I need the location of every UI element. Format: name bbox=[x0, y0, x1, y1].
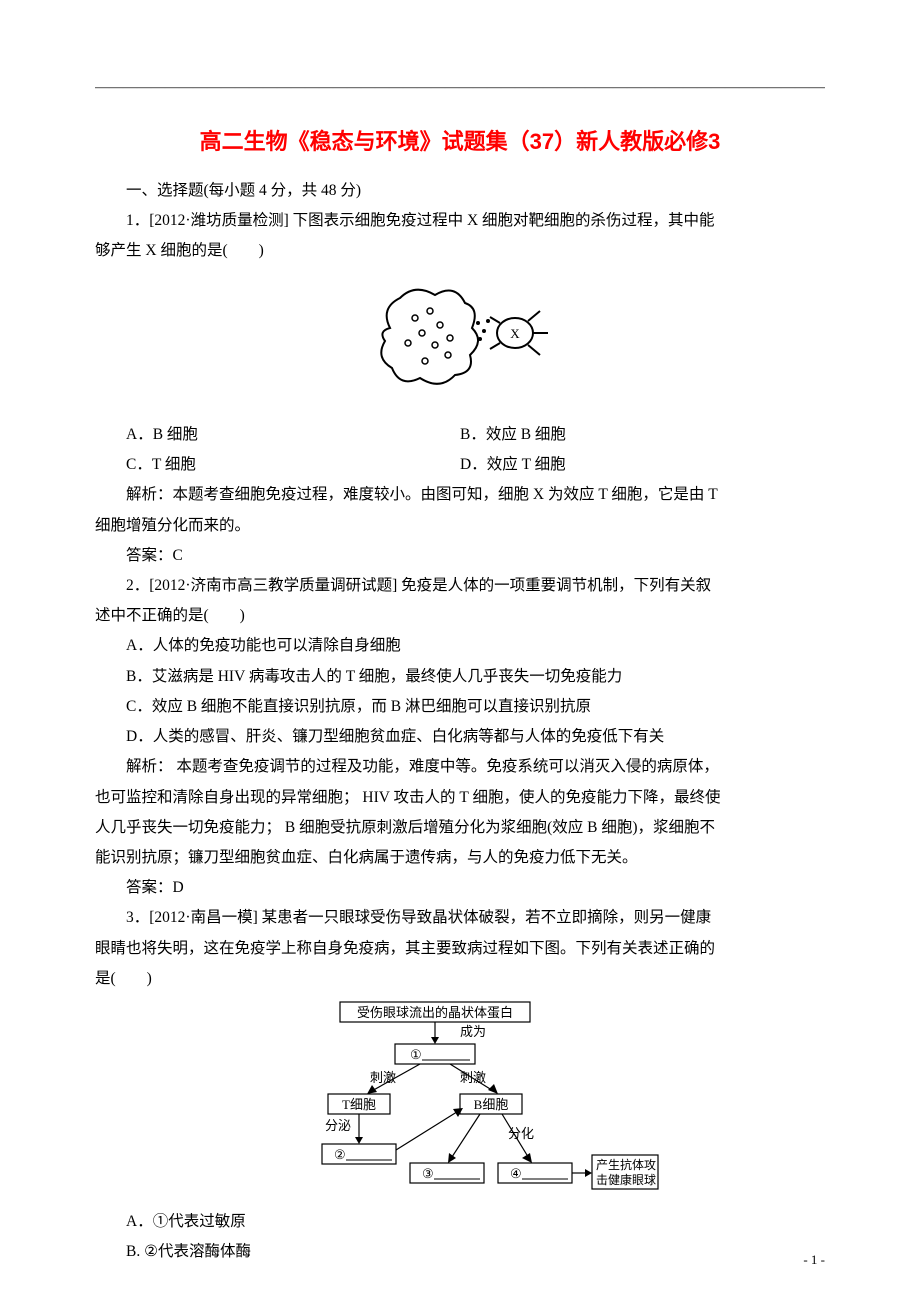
document-page: ————————————————————————————————————————… bbox=[0, 0, 920, 1308]
q2-optD: D．人类的感冒、肝炎、镰刀型细胞贫血症、白化病等都与人体的免疫低下有关 bbox=[95, 722, 825, 752]
q2-expl-a: 解析： 本题考查免疫调节的过程及功能，难度中等。免疫系统可以消灭入侵的病原体， bbox=[95, 752, 825, 782]
q2-optB: B．艾滋病是 HIV 病毒攻击人的 T 细胞，最终使人几乎丧失一切免疫能力 bbox=[95, 662, 825, 692]
q3-optB: B. ②代表溶酶体酶 bbox=[95, 1237, 825, 1267]
q1-optD: D．效应 T 细胞 bbox=[460, 450, 825, 480]
section-header: 一、选择题(每小题 4 分，共 48 分) bbox=[95, 176, 825, 206]
svg-text:分泌: 分泌 bbox=[325, 1118, 351, 1133]
cell-attack-diagram: X bbox=[360, 273, 560, 403]
q1-options-row2: C．T 细胞 D．效应 T 细胞 bbox=[95, 450, 825, 480]
q2-expl-c: 人几乎丧失一切免疫能力； B 细胞受抗原刺激后增殖分化为浆细胞(效应 B 细胞)… bbox=[95, 813, 825, 843]
q1-options-row1: A．B 细胞 B．效应 B 细胞 bbox=[95, 420, 825, 450]
q1-expl-a: 解析：本题考查细胞免疫过程，难度较小。由图可知，细胞 X 为效应 T 细胞，它是… bbox=[95, 480, 825, 510]
page-number: - 1 - bbox=[803, 1252, 825, 1268]
svg-text:受伤眼球流出的晶状体蛋白: 受伤眼球流出的晶状体蛋白 bbox=[357, 1005, 513, 1020]
q1-figure: X bbox=[95, 273, 825, 414]
page-title: 高二生物《稳态与环境》试题集（37）新人教版必修3 bbox=[95, 124, 825, 156]
q3-stem-b: 眼睛也将失明，这在免疫学上称自身免疫病，其主要致病过程如下图。下列有关表述正确的 bbox=[95, 934, 825, 964]
x-label: X bbox=[510, 326, 520, 341]
q1-stem-line2: 够产生 X 细胞的是( ) bbox=[95, 236, 825, 266]
svg-text:B细胞: B细胞 bbox=[474, 1097, 509, 1112]
q2-expl-b: 也可监控和清除自身出现的异常细胞； HIV 攻击人的 T 细胞，使人的免疫能力下… bbox=[95, 783, 825, 813]
svg-text:击健康眼球: 击健康眼球 bbox=[596, 1172, 656, 1187]
top-divider: ————————————————————————————————————————… bbox=[95, 80, 825, 96]
q2-stem-a: 2．[2012·济南市高三教学质量调研试题] 免疫是人体的一项重要调节机制，下列… bbox=[95, 571, 825, 601]
q1-stem-line1: 1．[2012·潍坊质量检测] 下图表示细胞免疫过程中 X 细胞对靶细胞的杀伤过… bbox=[95, 206, 825, 236]
q1-optB: B．效应 B 细胞 bbox=[460, 420, 825, 450]
svg-text:产生抗体攻: 产生抗体攻 bbox=[596, 1157, 656, 1172]
svg-text:分化: 分化 bbox=[508, 1126, 534, 1141]
q2-expl-d: 能识别抗原；镰刀型细胞贫血症、白化病属于遗传病，与人的免疫力低下无关。 bbox=[95, 843, 825, 873]
flowchart: 受伤眼球流出的晶状体蛋白 成为 ① 刺激 刺激 T细胞 bbox=[260, 1000, 660, 1190]
svg-text:④: ④ bbox=[510, 1166, 522, 1181]
q2-optC: C．效应 B 细胞不能直接识别抗原，而 B 淋巴细胞可以直接识别抗原 bbox=[95, 692, 825, 722]
svg-text:成为: 成为 bbox=[460, 1024, 486, 1039]
q3-figure: 受伤眼球流出的晶状体蛋白 成为 ① 刺激 刺激 T细胞 bbox=[95, 1000, 825, 1201]
svg-text:③: ③ bbox=[422, 1166, 434, 1181]
svg-text:刺激: 刺激 bbox=[460, 1070, 486, 1085]
q2-answer: 答案：D bbox=[95, 873, 825, 903]
body: 一、选择题(每小题 4 分，共 48 分) 1．[2012·潍坊质量检测] 下图… bbox=[95, 176, 825, 1268]
q2-optA: A．人体的免疫功能也可以清除自身细胞 bbox=[95, 631, 825, 661]
q3-stem-a: 3．[2012·南昌一模] 某患者一只眼球受伤导致晶状体破裂，若不立即摘除，则另… bbox=[95, 903, 825, 933]
q1-optC: C．T 细胞 bbox=[95, 450, 460, 480]
svg-text:T细胞: T细胞 bbox=[342, 1097, 376, 1112]
q1-answer: 答案：C bbox=[95, 541, 825, 571]
q1-expl-b: 细胞增殖分化而来的。 bbox=[95, 511, 825, 541]
q2-stem-b: 述中不正确的是( ) bbox=[95, 601, 825, 631]
q3-stem-c: 是( ) bbox=[95, 964, 825, 994]
svg-text:刺激: 刺激 bbox=[370, 1070, 396, 1085]
svg-text:①: ① bbox=[410, 1047, 422, 1062]
q3-optA: A．①代表过敏原 bbox=[95, 1207, 825, 1237]
svg-text:②: ② bbox=[334, 1147, 346, 1162]
q1-optA: A．B 细胞 bbox=[95, 420, 460, 450]
